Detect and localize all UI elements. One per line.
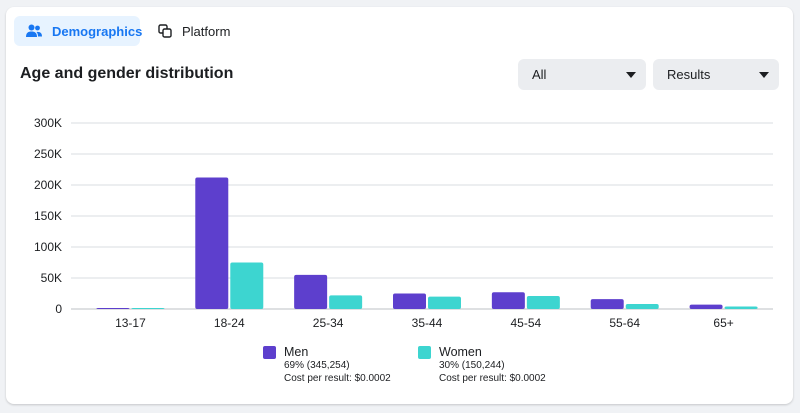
people-icon	[26, 24, 42, 38]
bar-chart: 0 50K 100K 150K 200K 250K 300K 13-17 18-24 25-34 3…	[34, 116, 773, 330]
metric-dropdown-value: Results	[667, 67, 711, 82]
bar-men-18-24	[195, 177, 229, 309]
bar-women-18-24	[230, 262, 264, 309]
x-tick-label: 18-24	[214, 316, 245, 330]
bar-men-65+	[689, 304, 723, 309]
audience-dropdown[interactable]: All	[518, 59, 646, 90]
chart-card: Demographics Platform Age and gender dis…	[6, 7, 793, 404]
legend-women-percent: 30% (150,244)	[439, 360, 505, 371]
bar-men-35-44	[393, 293, 426, 309]
tab-platform-label: Platform	[182, 23, 231, 39]
tab-demographics-label: Demographics	[52, 23, 143, 39]
bar-men-55-64	[590, 299, 624, 309]
tab-demographics[interactable]: Demographics	[14, 16, 143, 46]
bar-men-25-34	[294, 274, 328, 309]
y-tick-label: 150K	[34, 209, 62, 223]
caret-down-icon	[759, 71, 769, 78]
y-tick-label: 0	[55, 302, 62, 316]
platform-icon	[158, 24, 172, 38]
legend-men-label: Men	[284, 345, 309, 359]
y-tick-label: 100K	[34, 240, 62, 254]
tab-bar: Demographics Platform	[14, 16, 242, 46]
legend-men-percent: 69% (345,254)	[284, 360, 350, 371]
metric-dropdown[interactable]: Results	[653, 59, 779, 90]
legend-men-cost: Cost per result: $0.0002	[284, 373, 391, 384]
legend-swatch-women	[418, 345, 431, 359]
tab-platform[interactable]: Platform	[146, 16, 242, 46]
legend-women-cost: Cost per result: $0.0002	[439, 373, 546, 384]
bar-men-13-17	[96, 308, 130, 309]
legend-women: Women 30% (150,244) Cost per result: $0.…	[418, 345, 546, 385]
bar-women-55-64	[625, 304, 659, 309]
legend-men: Men 69% (345,254) Cost per result: $0.00…	[263, 345, 391, 385]
y-tick-label: 50K	[41, 271, 62, 285]
legend-swatch-men	[263, 345, 276, 359]
x-tick-label: 45-54	[511, 316, 542, 330]
bar-women-65+	[724, 306, 758, 309]
legend-women-label: Women	[439, 345, 482, 359]
bar-women-45-54	[526, 295, 560, 309]
y-tick-label: 200K	[34, 178, 62, 192]
x-tick-label: 35-44	[412, 316, 443, 330]
caret-down-icon	[626, 71, 636, 78]
bar-men-45-54	[491, 292, 525, 309]
x-tick-label: 13-17	[115, 316, 146, 330]
chart-title: Age and gender distribution	[20, 65, 234, 82]
audience-dropdown-value: All	[532, 67, 547, 82]
x-tick-label: 65+	[713, 316, 733, 330]
y-tick-label: 250K	[34, 147, 62, 161]
bar-women-35-44	[428, 296, 461, 309]
bar-women-25-34	[329, 295, 363, 309]
x-tick-label: 55-64	[609, 316, 640, 330]
x-tick-label: 25-34	[313, 316, 344, 330]
y-tick-label: 300K	[34, 116, 62, 130]
bar-women-13-17	[131, 308, 165, 309]
